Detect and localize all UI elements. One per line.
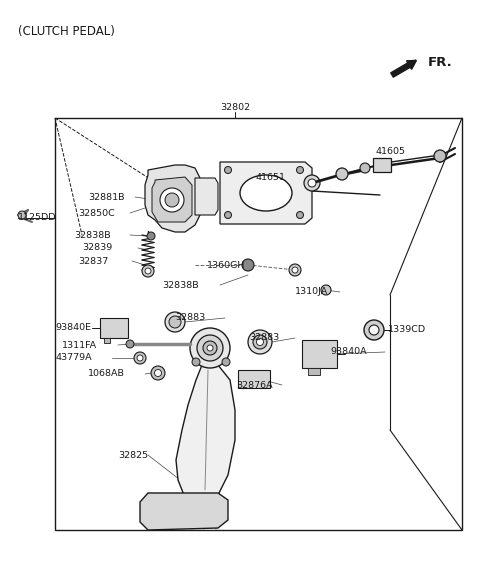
Circle shape (360, 163, 370, 173)
Circle shape (225, 212, 231, 219)
Circle shape (336, 168, 348, 180)
Text: (CLUTCH PEDAL): (CLUTCH PEDAL) (18, 25, 115, 38)
Polygon shape (195, 178, 218, 215)
Circle shape (248, 330, 272, 354)
Circle shape (160, 188, 184, 212)
Ellipse shape (240, 175, 292, 211)
Circle shape (165, 312, 185, 332)
Text: 1360GH: 1360GH (207, 260, 245, 269)
Text: 41605: 41605 (375, 148, 405, 156)
Circle shape (297, 166, 303, 173)
Circle shape (434, 150, 446, 162)
Circle shape (203, 341, 217, 355)
Text: 93840E: 93840E (55, 323, 91, 332)
Circle shape (304, 175, 320, 191)
Polygon shape (145, 165, 200, 232)
Circle shape (369, 325, 379, 335)
Circle shape (192, 358, 200, 366)
Polygon shape (176, 365, 235, 510)
Bar (238, 370, 270, 388)
Circle shape (165, 193, 179, 207)
Text: 1125DD: 1125DD (18, 213, 57, 222)
Circle shape (364, 320, 384, 340)
Circle shape (137, 355, 143, 361)
Text: 1310JA: 1310JA (295, 288, 328, 296)
Circle shape (297, 212, 303, 219)
Circle shape (207, 345, 213, 351)
Circle shape (134, 352, 146, 364)
Polygon shape (140, 493, 228, 530)
Circle shape (197, 335, 223, 361)
Bar (373, 158, 391, 172)
FancyArrow shape (391, 61, 416, 77)
Circle shape (151, 366, 165, 380)
Circle shape (142, 265, 154, 277)
Circle shape (253, 335, 267, 349)
Text: 32850C: 32850C (78, 209, 115, 218)
Text: 32837: 32837 (78, 256, 108, 266)
Text: 32825: 32825 (118, 450, 148, 459)
Circle shape (126, 340, 134, 348)
Text: 43779A: 43779A (55, 353, 92, 362)
Text: 32883: 32883 (175, 313, 205, 322)
Bar (302, 340, 337, 368)
Circle shape (18, 211, 26, 219)
Circle shape (169, 316, 181, 328)
Text: 32876A: 32876A (236, 380, 273, 389)
Text: 32881B: 32881B (88, 192, 124, 202)
Text: 32839: 32839 (82, 243, 112, 252)
Circle shape (147, 232, 155, 240)
Circle shape (145, 268, 151, 274)
Text: 32838B: 32838B (74, 230, 110, 239)
Circle shape (292, 267, 298, 273)
Circle shape (256, 339, 264, 346)
Text: 93840A: 93840A (330, 348, 367, 356)
Circle shape (242, 259, 254, 271)
Bar (55, 118, 462, 530)
Text: 1068AB: 1068AB (88, 369, 125, 379)
Text: 1311FA: 1311FA (62, 340, 97, 349)
Text: 32802: 32802 (220, 102, 250, 112)
Text: 32838B: 32838B (162, 280, 199, 289)
Bar (104, 338, 110, 343)
Polygon shape (220, 162, 312, 224)
Text: 41651: 41651 (255, 173, 285, 182)
Circle shape (222, 358, 230, 366)
Text: 32883: 32883 (249, 333, 279, 342)
Polygon shape (152, 177, 192, 222)
Circle shape (155, 369, 161, 376)
Circle shape (321, 285, 331, 295)
Circle shape (190, 328, 230, 368)
Circle shape (289, 264, 301, 276)
Text: FR.: FR. (428, 55, 453, 68)
Circle shape (308, 179, 316, 187)
Text: 1339CD: 1339CD (388, 326, 426, 335)
Bar (308, 368, 320, 375)
Bar (100, 318, 128, 338)
Circle shape (225, 166, 231, 173)
